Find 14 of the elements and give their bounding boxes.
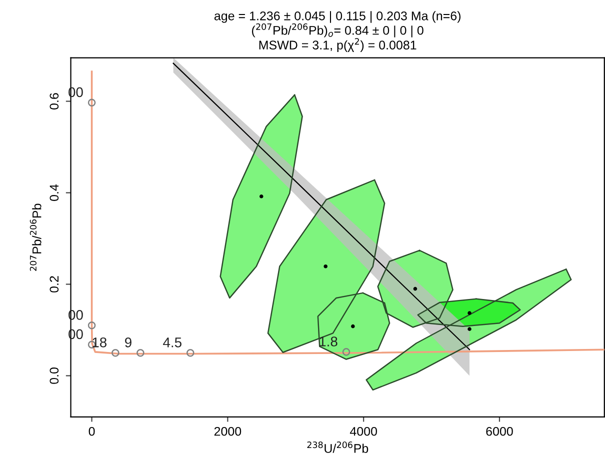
- y-tick-label: 0.4: [50, 184, 59, 201]
- x-tick-label: 4000: [350, 426, 377, 436]
- annotation: 9: [125, 337, 132, 348]
- chart-title: age = 1.236 ± 0.045 | 0.115 | 0.203 Ma (n=6) ($^{207}$Pb/$^{206}$Pb)$_{o}$= 0.84 ± 0 | 0 | 0 MSWD = 3.1, p(χ$^{2}$) = 0.0081: [214, 11, 460, 52]
- y-tick-label: 0.0: [50, 368, 59, 384]
- x-tick-label: 2000: [214, 426, 242, 436]
- y-axis-title: $^{207}$Pb/$^{206}$Pb: [30, 204, 42, 271]
- y-tick-label: 0.6: [50, 93, 59, 110]
- x-tick-label: 6000: [486, 426, 513, 436]
- annotation: 18: [92, 337, 106, 348]
- x-axis-title: $^{238}$U/$^{206}$Pb: [307, 442, 368, 453]
- x-tick-label: 0: [88, 426, 95, 436]
- annotation: 4.5: [163, 338, 182, 348]
- y-tick-label: 0.2: [50, 276, 59, 292]
